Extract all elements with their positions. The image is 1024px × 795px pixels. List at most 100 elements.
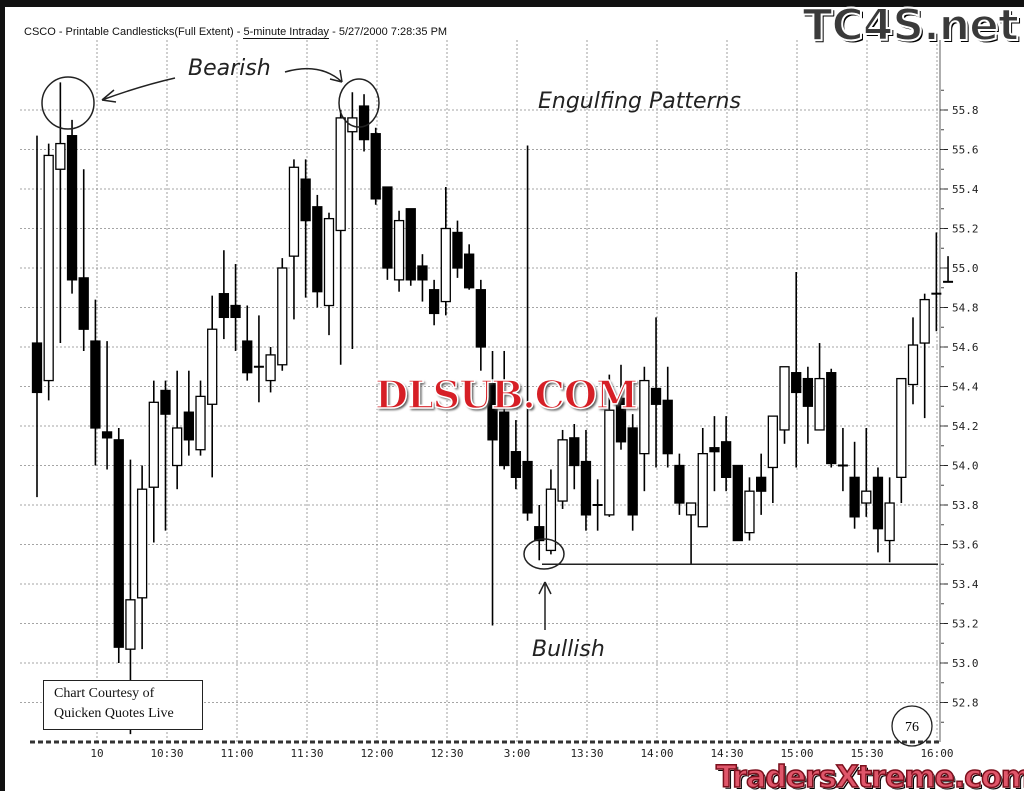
- candle-body-up: [685, 502, 697, 516]
- candle: [709, 416, 720, 492]
- x-tick-label: 12:00: [360, 747, 393, 760]
- y-tick-label: 53.6: [952, 539, 979, 552]
- candle-body-down: [31, 342, 43, 394]
- candle-body-down: [732, 464, 743, 542]
- candle-body-down: [791, 372, 802, 394]
- candle: [557, 429, 568, 509]
- y-tick-label: 53.0: [952, 657, 979, 670]
- scan-border-top: [0, 0, 1024, 7]
- candle-body-up: [697, 452, 708, 528]
- candle-body-down: [580, 460, 592, 516]
- chart-title: CSCO - Printable Candlesticks(Full Exten…: [24, 26, 447, 39]
- candle: [744, 477, 755, 541]
- y-tick-label: 53.2: [952, 618, 979, 631]
- x-tick-label: 11:30: [290, 747, 323, 760]
- candle: [358, 94, 370, 152]
- bullish-circle: [523, 538, 565, 570]
- bearish-circle-left: [41, 76, 95, 130]
- candle-body-down: [802, 377, 814, 407]
- candle-body-up: [172, 427, 183, 467]
- candle: [265, 347, 276, 393]
- candle-body-down: [452, 231, 463, 269]
- candle: [837, 427, 848, 492]
- candle: [405, 208, 416, 286]
- candle: [896, 377, 907, 504]
- candle: [919, 293, 930, 419]
- candle: [931, 232, 942, 332]
- candle: [66, 119, 78, 294]
- candle: [136, 465, 148, 650]
- candle: [849, 441, 860, 529]
- candle: [522, 145, 533, 521]
- candle-body-up: [919, 298, 930, 344]
- candle: [487, 350, 498, 626]
- candle-body-down: [101, 431, 113, 439]
- candle-body-down: [650, 387, 662, 405]
- candle-body-up: [907, 344, 919, 386]
- candle-body-down: [382, 186, 393, 269]
- candle: [312, 194, 323, 308]
- candle-body-up: [393, 219, 405, 281]
- x-tick-label: 14:00: [640, 747, 673, 760]
- candle-body-down: [464, 253, 475, 289]
- bearish-circle-right: [338, 78, 380, 128]
- dlsub-watermark: DLSUB.COM: [374, 371, 639, 418]
- bearish-label: Bearish: [188, 56, 271, 81]
- candle: [242, 305, 253, 381]
- candle: [615, 364, 627, 450]
- arrow-to-left-circle: [101, 77, 176, 103]
- candle-body-up: [288, 166, 300, 257]
- candle-body-down: [510, 451, 522, 478]
- x-tick-label: 12:30: [430, 747, 463, 760]
- tradersxtreme-watermark: TradersXtreme.com: [715, 760, 1024, 795]
- candle: [510, 420, 522, 490]
- candle: [323, 212, 335, 336]
- candle: [697, 427, 708, 528]
- candle-body-down: [417, 265, 428, 281]
- candle-body-up: [767, 415, 778, 469]
- y-tick-label: 55.6: [952, 144, 979, 157]
- candle-body-up: [265, 354, 276, 382]
- candle-body-down: [522, 460, 533, 514]
- x-tick-label: 10:30: [150, 747, 183, 760]
- candle: [475, 279, 486, 371]
- candle: [569, 424, 580, 490]
- x-tick-label: 3:00: [504, 747, 531, 760]
- candle-body-down: [66, 135, 78, 281]
- candle: [464, 244, 475, 290]
- y-tick-label: 55.2: [952, 223, 979, 236]
- candle-body-down: [78, 277, 89, 330]
- candle-body-up: [125, 599, 136, 650]
- candle-body-down: [160, 389, 171, 415]
- candle-body-up: [604, 409, 615, 516]
- courtesy-line-1: Chart Courtesy of: [54, 686, 155, 701]
- candle-body-up: [779, 366, 790, 431]
- y-axis: 55.8 55.6 55.4 55.2 55.0 54.8 54.6 54.4 54.2 54.0…: [939, 40, 979, 742]
- candle-body-down: [218, 293, 230, 319]
- candle: [43, 143, 54, 401]
- candle: [756, 453, 767, 515]
- candle-body-down: [113, 439, 124, 648]
- candle: [417, 254, 428, 302]
- candle: [55, 82, 66, 344]
- y-tick-label: 54.4: [952, 381, 979, 394]
- count-label: 76: [905, 720, 919, 735]
- candle: [183, 370, 194, 456]
- candle-body-up: [639, 379, 650, 455]
- candle: [791, 271, 802, 468]
- candle-body-up: [896, 377, 907, 479]
- y-tick-label: 54.8: [952, 302, 979, 315]
- engulfing-patterns-label: Engulfing Patterns: [538, 89, 741, 114]
- candle: [802, 366, 814, 444]
- candle-body-up: [277, 267, 288, 366]
- candle-body-down: [674, 464, 685, 504]
- arrow-to-right-circle: [284, 67, 343, 83]
- candle: [160, 380, 171, 531]
- candle-body-up: [884, 502, 895, 542]
- candle-body-down: [370, 133, 381, 200]
- candle: [627, 414, 638, 531]
- candle: [534, 505, 545, 561]
- candle-body-up: [814, 377, 825, 431]
- y-tick-label: 55.4: [952, 183, 979, 196]
- candle-body-down: [709, 447, 720, 453]
